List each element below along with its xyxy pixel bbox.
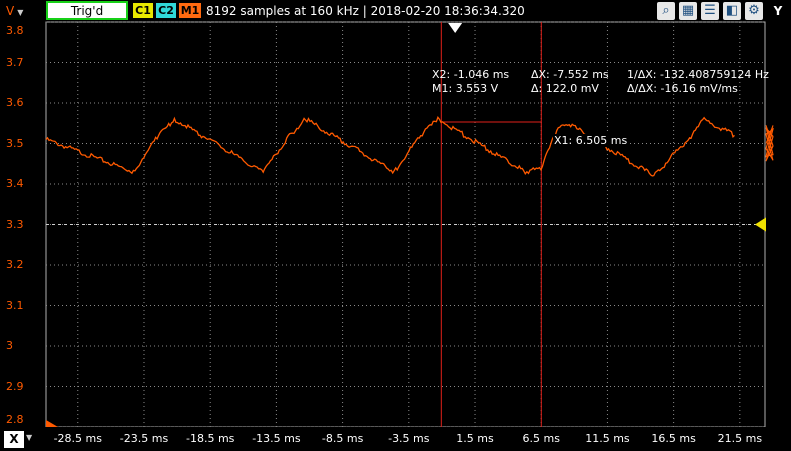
y-axis-unit-selector[interactable]: V ▼ (0, 0, 46, 22)
channel-icon[interactable]: ◧ (723, 2, 741, 20)
channel-c1-button[interactable]: C1 (133, 3, 153, 18)
channel-offset-marker[interactable] (46, 420, 58, 427)
waveform-trace (45, 115, 735, 177)
trigger-status-button[interactable]: Trig'd (46, 1, 128, 20)
x-tick-label: -13.5 ms (252, 432, 301, 445)
trigger-level-marker[interactable] (755, 217, 766, 232)
y-axis-unit-label: V (6, 4, 15, 18)
x-tick-label: -3.5 ms (388, 432, 430, 445)
y-tick-label: 3.1 (6, 298, 24, 312)
plot-area (45, 21, 766, 428)
list-icon[interactable]: ☰ (701, 2, 719, 20)
x2-readout: X2: -1.046 ms (432, 68, 510, 81)
settings-icon[interactable]: ⚙ (745, 2, 763, 20)
x-axis-bar: X ▼ (0, 427, 791, 451)
x-tick-label: 11.5 ms (585, 432, 630, 445)
x-tick-label: -28.5 ms (53, 432, 102, 445)
chevron-down-icon[interactable]: ▼ (26, 433, 33, 442)
x-tick-label: -18.5 ms (185, 432, 235, 445)
y-tick-label: 3.6 (6, 96, 24, 109)
slope-readout: Δ/ΔX: -16.16 mV/ms (627, 82, 738, 95)
x-tick-label: 16.5 ms (651, 432, 696, 445)
layout-icon[interactable]: ▦ (679, 2, 697, 20)
y-tick-label: 2.8 (6, 413, 24, 426)
y-tick-label: 3.3 (6, 217, 24, 231)
y-tick-label: 3 (6, 339, 13, 352)
y-tick-label: 3.5 (6, 136, 24, 150)
channel-m1-button[interactable]: M1 (179, 3, 201, 18)
y-axis-toggle[interactable]: Y (773, 4, 783, 18)
x-tick-label: 6.5 ms (522, 432, 560, 445)
chevron-down-icon: ▼ (17, 8, 24, 17)
inverse-delta-x-readout: 1/ΔX: -132.408759124 Hz (627, 68, 769, 81)
x-axis-toggle[interactable]: X (4, 431, 24, 448)
y-tick-label: 3.8 (6, 24, 24, 37)
channel-c2-button[interactable]: C2 (156, 3, 176, 18)
trace-overflow-marker (765, 125, 774, 162)
x1-readout: X1: 6.505 ms (553, 134, 629, 147)
y-tick-label: 3.2 (6, 258, 24, 271)
y-tick-label: 3.7 (6, 55, 24, 69)
delta-x-readout: ΔX: -7.552 ms (531, 68, 609, 81)
acquisition-info: 8192 samples at 160 kHz | 2018-02-20 18:… (206, 4, 525, 18)
x-tick-label: 1.5 ms (456, 432, 494, 445)
x-tick-label: 21.5 ms (717, 432, 763, 445)
toolbar: V ▼ Trig'd C1 C2 M1 8192 samples at 160 k… (0, 0, 791, 22)
x-tick-label: -23.5 ms (119, 432, 169, 445)
y-tick-label: 2.9 (6, 379, 24, 393)
delta-v-readout: Δ: 122.0 mV (531, 82, 599, 95)
m1-readout: M1: 3.553 V (432, 82, 499, 95)
trigger-time-marker[interactable] (448, 23, 463, 33)
y-tick-label: 3.4 (6, 177, 24, 190)
toolbar-icons: ⌕ ▦ ☰ ◧ ⚙ (657, 2, 763, 20)
x-tick-label: -8.5 ms (321, 432, 364, 445)
zoom-icon[interactable]: ⌕ (657, 2, 675, 20)
